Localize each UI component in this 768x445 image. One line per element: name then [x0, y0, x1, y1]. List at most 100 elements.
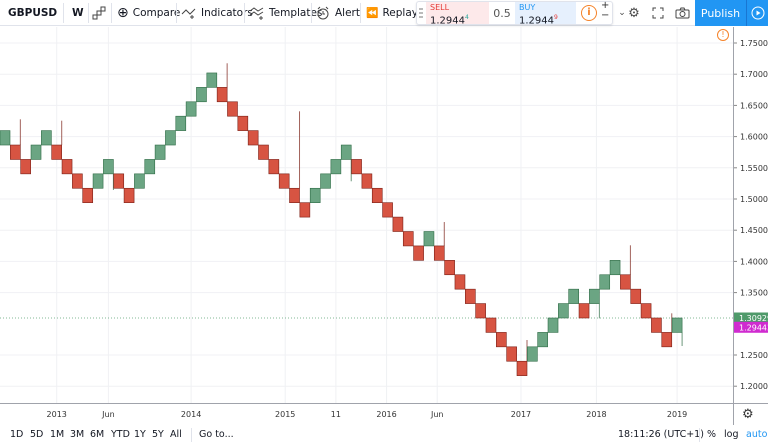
clock-timezone[interactable]: 18:11:26 (UTC+1) — [618, 429, 704, 440]
up-brick — [92, 173, 104, 189]
symbol-search[interactable]: GBPUSD — [8, 0, 57, 26]
y-tick-label: 1.40000 — [740, 257, 768, 266]
interval-label: W — [72, 7, 84, 19]
percent-toggle[interactable]: % — [707, 429, 717, 440]
down-brick — [454, 274, 466, 290]
up-brick — [134, 173, 145, 189]
range-ytd[interactable]: YTD — [111, 429, 130, 440]
compare-button[interactable]: ⊕ Compare — [117, 0, 180, 26]
buy-button[interactable]: BUY 1.29449 — [515, 2, 576, 26]
bottom-toolbar: 1D 5D 1M 3M 6M YTD 1Y 5Y All Go to... 18… — [0, 425, 768, 445]
down-brick — [247, 130, 259, 146]
axis-settings-gear-icon[interactable]: ⚙ — [742, 407, 754, 422]
sell-button[interactable]: SELL 1.29444 — [426, 2, 489, 27]
drag-handle[interactable] — [419, 8, 423, 18]
buy-label: BUY — [519, 3, 536, 12]
increment-button[interactable]: + — [601, 0, 610, 11]
range-1m[interactable]: 1M — [50, 429, 65, 440]
decrement-button[interactable]: − — [601, 10, 610, 21]
up-brick — [185, 101, 197, 117]
down-brick — [651, 317, 662, 333]
replay-label: Replay — [382, 7, 418, 19]
up-brick — [0, 130, 11, 146]
divider — [88, 3, 89, 23]
x-tick-label: 2017 — [510, 410, 532, 419]
down-brick — [485, 317, 497, 333]
trading-panel: SELL 1.29444 0.5 BUY 1.29449 i + − — [416, 1, 613, 27]
divider — [311, 3, 312, 23]
down-brick — [382, 202, 393, 218]
templates-button[interactable]: Templates — [249, 0, 322, 26]
renko-icon — [92, 6, 106, 20]
play-button[interactable] — [746, 0, 768, 26]
range-1d[interactable]: 1D — [10, 429, 24, 440]
down-brick — [433, 245, 445, 261]
indicators-button[interactable]: Indicators — [181, 0, 253, 26]
warning-icon[interactable]: ! — [717, 29, 729, 41]
down-brick — [661, 332, 673, 348]
up-brick — [527, 346, 538, 362]
range-6m[interactable]: 6M — [90, 429, 105, 440]
goto-button[interactable]: Go to... — [199, 429, 234, 440]
x-tick-label: 2015 — [275, 410, 296, 419]
down-brick — [361, 173, 373, 189]
settings-gear-icon[interactable]: ⚙ — [628, 5, 640, 21]
x-tick-label: 2014 — [180, 410, 202, 419]
down-brick — [475, 303, 486, 319]
down-brick — [496, 332, 507, 348]
down-brick — [72, 173, 83, 189]
x-tick-label: 2018 — [586, 410, 607, 419]
up-brick — [547, 317, 559, 333]
divider — [176, 3, 177, 23]
alert-button[interactable]: Alert — [316, 0, 360, 26]
interval-button[interactable]: W — [72, 0, 84, 26]
renko-chart[interactable]: 1.75000 1.70000 1.65000 1.60000 1.55000 1.500… — [0, 27, 768, 403]
quantity-stepper[interactable]: + − — [601, 1, 609, 21]
fullscreen-icon[interactable] — [648, 0, 668, 26]
publish-button[interactable]: Publish — [695, 0, 746, 26]
spread: 0.5 — [493, 7, 511, 20]
up-brick — [609, 260, 621, 276]
down-brick — [61, 159, 73, 175]
symbol-label: GBPUSD — [8, 7, 58, 19]
x-tick-label: 2019 — [666, 410, 688, 419]
down-brick — [10, 144, 21, 160]
x-tick-label: Jun — [430, 410, 444, 419]
y-tick-label: 1.75000 — [740, 39, 768, 48]
rewind-icon: ⏪ — [366, 7, 379, 19]
y-tick-label: 1.35000 — [740, 289, 768, 298]
down-brick — [51, 144, 63, 160]
range-all[interactable]: All — [170, 429, 182, 440]
range-3m[interactable]: 3M — [70, 429, 85, 440]
camera-icon[interactable] — [672, 0, 692, 26]
range-1y[interactable]: 1Y — [134, 429, 146, 440]
down-brick — [392, 216, 404, 232]
down-brick — [299, 202, 311, 218]
replay-button[interactable]: ⏪ Replay — [366, 0, 418, 26]
range-5y[interactable]: 5Y — [152, 429, 164, 440]
down-brick — [123, 187, 135, 203]
time-axis[interactable]: ⚙ 2013 Jun 2014 2015 11 2016 Jun 2017 2018 2019 — [0, 403, 768, 425]
x-tick-label: 2016 — [376, 410, 397, 419]
x-tick-label: 2013 — [46, 410, 67, 419]
price-axis-border — [733, 27, 734, 425]
up-brick — [330, 159, 342, 175]
info-icon[interactable]: i — [581, 5, 597, 21]
down-brick — [278, 173, 290, 189]
compare-label: Compare — [132, 7, 181, 19]
log-toggle[interactable]: log — [724, 429, 739, 440]
y-tick-label: 1.55000 — [740, 164, 768, 173]
up-brick — [165, 130, 176, 146]
divider — [699, 428, 700, 442]
divider — [191, 428, 192, 442]
y-tick-label: 1.45000 — [740, 226, 768, 235]
indicators-label: Indicators — [201, 7, 253, 19]
auto-toggle[interactable]: auto — [746, 429, 768, 440]
range-5d[interactable]: 5D — [30, 429, 44, 440]
down-brick — [578, 303, 590, 319]
sell-price: 1.2944 — [430, 15, 465, 27]
chart-type-button[interactable] — [92, 0, 106, 26]
down-brick — [216, 87, 228, 103]
chevron-down-icon[interactable]: ⌄ — [618, 8, 626, 18]
indicators-icon — [181, 8, 196, 19]
